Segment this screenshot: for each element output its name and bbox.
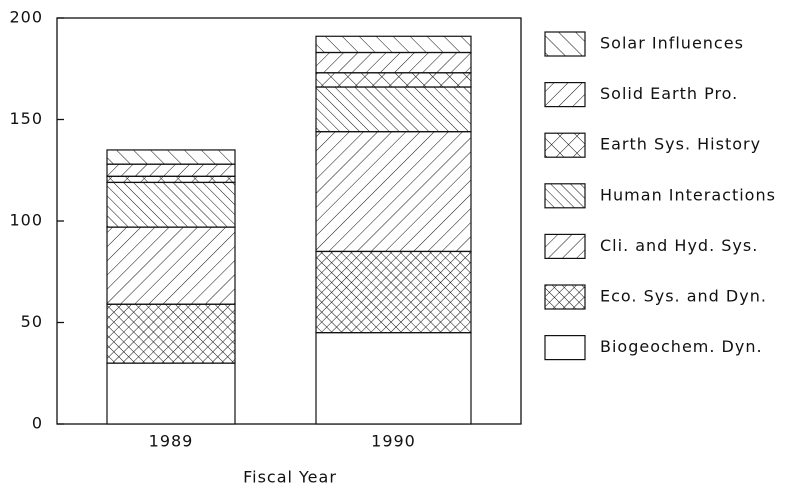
bar-segment bbox=[315, 86, 472, 133]
legend-label: Solar Influences bbox=[600, 34, 744, 53]
legend-swatch bbox=[544, 233, 586, 259]
y-tick-label: 150 bbox=[9, 109, 43, 128]
legend-label: Solid Earth Pro. bbox=[600, 84, 738, 103]
bar-segment bbox=[315, 332, 472, 425]
y-tick-label: 50 bbox=[21, 312, 43, 331]
bar-segment bbox=[315, 250, 472, 334]
legend-label: Cli. and Hyd. Sys. bbox=[600, 236, 758, 255]
legend-swatch bbox=[544, 284, 586, 310]
x-axis-label: Fiscal Year bbox=[243, 468, 337, 487]
y-tick-label: 100 bbox=[9, 211, 43, 230]
x-tick-label: 1990 bbox=[371, 432, 416, 451]
legend-swatch bbox=[544, 183, 586, 209]
bar-segment bbox=[106, 163, 236, 177]
bar-segment bbox=[106, 362, 236, 425]
bar-segment bbox=[106, 303, 236, 364]
bar-segment bbox=[106, 149, 236, 165]
legend-swatch bbox=[544, 132, 586, 158]
legend-label: Human Interactions bbox=[600, 185, 776, 204]
legend-swatch bbox=[544, 81, 586, 108]
y-tick-label: 200 bbox=[9, 8, 43, 27]
legend-swatch bbox=[544, 31, 586, 57]
bar-segment bbox=[106, 175, 236, 184]
legend-label: Eco. Sys. and Dyn. bbox=[600, 287, 767, 306]
bar-segment bbox=[315, 72, 472, 88]
legend-label: Biogeochem. Dyn. bbox=[600, 337, 763, 356]
legend-label: Earth Sys. History bbox=[600, 135, 761, 154]
bar-segment bbox=[106, 226, 236, 305]
bar-segment bbox=[315, 35, 472, 54]
bar-segment bbox=[315, 51, 472, 74]
bar-segment bbox=[106, 181, 236, 228]
bar-segment bbox=[315, 131, 472, 253]
y-tick-label: 0 bbox=[32, 414, 43, 433]
x-tick-label: 1989 bbox=[149, 432, 194, 451]
legend-swatch bbox=[544, 335, 586, 361]
